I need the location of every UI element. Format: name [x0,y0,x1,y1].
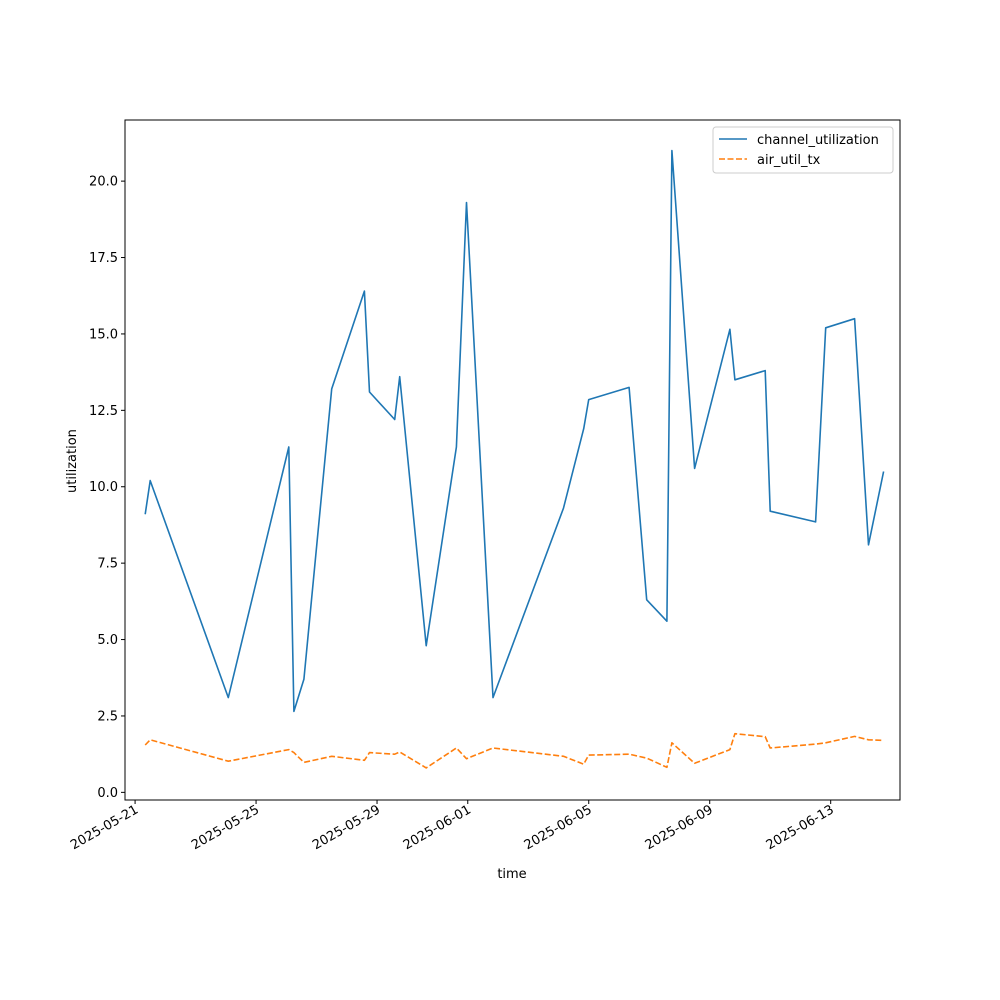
y-tick-label: 15.0 [89,327,118,342]
y-tick-label: 10.0 [89,480,118,495]
y-tick-label: 12.5 [89,404,118,419]
y-tick-label: 2.5 [97,709,118,724]
y-tick-label: 17.5 [89,251,118,266]
y-axis: 0.0 2.5 5.0 7.5 10.0 12.5 15.0 17.5 20.0 [89,175,125,801]
y-tick-label: 0.0 [97,786,118,801]
legend-label-air-util-tx: air_util_tx [757,153,821,168]
y-tick-label: 20.0 [89,175,118,190]
y-tick-label: 7.5 [97,557,118,572]
legend-box [712,126,894,174]
series-layer [144,149,885,769]
legend: channel_utilization air_util_tx [712,126,894,174]
series-line-air-util-tx [144,732,884,769]
series-line-channel-utilization [144,149,885,713]
y-axis-label: utilization [65,429,80,493]
plot-frame [124,119,901,801]
legend-label-channel-utilization: channel_utilization [757,133,879,148]
x-axis-label: time [497,867,526,882]
y-tick-label: 5.0 [97,633,118,648]
